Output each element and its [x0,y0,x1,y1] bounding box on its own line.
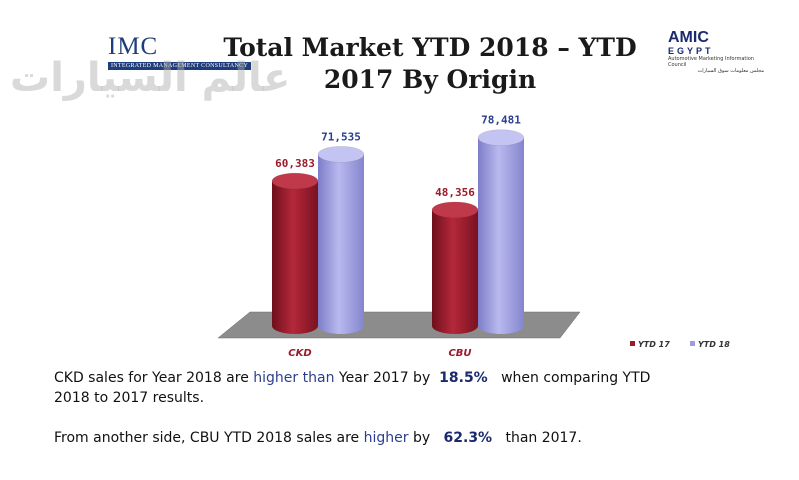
imc-tagline: INTEGRATED MANAGEMENT CONSULTANCY [108,62,252,70]
p1-text-a: CKD sales for Year 2018 are [54,370,254,386]
paragraph-ckd: CKD sales for Year 2018 are higher than … [54,368,744,408]
data-label: 71,535 [321,130,361,143]
bar-ckd-ytd-18 [317,146,365,334]
data-label: 78,481 [481,114,521,127]
amic-caption-ar: مجلس معلومات سوق السيارات [697,68,764,74]
bar-ckd-ytd-17 [271,172,319,334]
imc-logo: IMC INTEGRATED MANAGEMENT CONSULTANCY [108,33,252,70]
watermark: عالم السيارات [10,55,291,101]
amic-logo-text: AMIC [668,29,709,46]
amic-caption: Automotive Marketing Information Council [668,56,754,68]
p2-percent: 62.3% [443,430,493,446]
title-line-2: 2017 By Origin [323,65,537,94]
category-label-cbu: CBU [448,348,471,359]
category-label-ckd: CKD [288,348,311,359]
bar-cbu-ytd-17 [431,201,479,334]
paragraph-cbu: From another side, CBU YTD 2018 sales ar… [54,428,744,448]
legend-label: YTD 18 [698,340,730,349]
page-title: Total Market YTD 2018 – YTD 2017 By Orig… [200,32,660,96]
p1-text-c: when comparing YTD [496,370,651,386]
legend-item-ytd-18: YTD 18 [690,340,730,349]
title-line-1: Total Market YTD 2018 – YTD [223,33,637,62]
amic-logo: AMIC EGYPT Automotive Marketing Informat… [668,29,764,75]
imc-logo-text: IMC [108,33,159,60]
p2-highlight: higher [363,430,409,446]
p1-highlight: higher than [253,370,335,386]
legend-label: YTD 17 [638,340,670,349]
p1-percent: 18.5% [439,370,488,386]
bar-cbu-ytd-18 [477,129,525,334]
p1-text-b: Year 2017 by [334,370,435,386]
p2-text-a: From another side, CBU YTD 2018 sales ar… [54,430,364,446]
legend-swatch [690,341,695,346]
p2-text-c: than 2017. [501,430,582,446]
legend-swatch [630,341,635,346]
legend-item-ytd-17: YTD 17 [630,340,670,349]
data-label: 60,383 [275,157,315,170]
amic-logo-sub: EGYPT [668,46,714,56]
p1-line-2: 2018 to 2017 results. [54,390,205,406]
data-label: 48,356 [435,186,475,199]
p2-text-b: by [408,430,435,446]
